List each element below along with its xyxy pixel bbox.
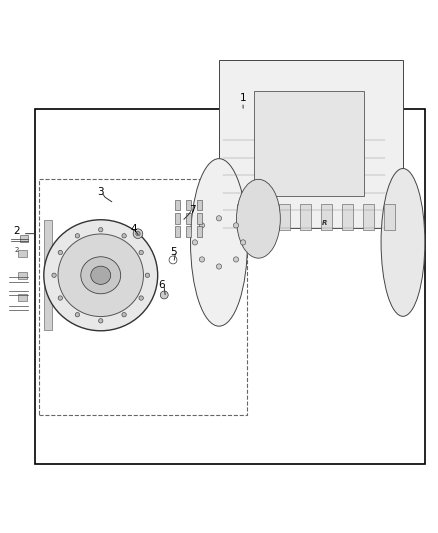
Ellipse shape [44, 220, 158, 331]
Ellipse shape [169, 256, 177, 264]
Text: 1: 1 [240, 93, 247, 103]
Text: 6: 6 [159, 280, 166, 290]
Ellipse shape [233, 257, 239, 262]
Bar [44, 220, 52, 330]
Ellipse shape [81, 257, 121, 294]
Bar [197, 226, 202, 237]
Bar [186, 200, 191, 211]
Bar [186, 213, 191, 223]
Ellipse shape [75, 233, 80, 238]
Bar [321, 204, 332, 230]
Bar [186, 226, 191, 237]
Ellipse shape [136, 231, 140, 236]
Bar [35, 109, 425, 464]
Ellipse shape [58, 296, 63, 300]
Ellipse shape [240, 240, 246, 245]
Ellipse shape [99, 228, 103, 232]
Bar [20, 235, 28, 243]
Bar [237, 204, 247, 230]
Bar [258, 204, 268, 230]
Ellipse shape [216, 264, 222, 269]
Ellipse shape [160, 291, 168, 299]
Ellipse shape [139, 251, 143, 255]
Ellipse shape [237, 179, 280, 258]
Bar [175, 200, 180, 211]
Text: 7: 7 [189, 205, 196, 215]
Text: 2: 2 [14, 247, 19, 253]
Bar [219, 60, 403, 228]
Ellipse shape [216, 216, 222, 221]
Text: 3: 3 [97, 187, 104, 197]
Bar [197, 200, 202, 211]
Bar [384, 204, 395, 230]
Ellipse shape [381, 168, 425, 316]
Ellipse shape [75, 312, 80, 317]
Ellipse shape [192, 240, 198, 245]
Ellipse shape [122, 233, 126, 238]
Ellipse shape [145, 273, 150, 278]
Ellipse shape [99, 319, 103, 323]
Bar [254, 91, 364, 197]
Text: 2: 2 [13, 227, 20, 237]
Ellipse shape [191, 159, 247, 326]
Text: 4: 4 [130, 224, 137, 235]
Bar [342, 204, 353, 230]
Bar [18, 251, 27, 257]
Bar [18, 294, 27, 301]
Bar [300, 204, 311, 230]
Ellipse shape [133, 229, 143, 238]
Bar [363, 204, 374, 230]
Bar [39, 179, 247, 415]
Bar [197, 213, 202, 223]
Ellipse shape [52, 273, 56, 278]
Bar [175, 226, 180, 237]
Text: R: R [321, 220, 327, 225]
Text: 5: 5 [170, 247, 177, 257]
Ellipse shape [233, 223, 239, 228]
Ellipse shape [58, 251, 63, 255]
Ellipse shape [199, 223, 205, 228]
Bar [279, 204, 290, 230]
Ellipse shape [91, 266, 111, 285]
Bar [18, 272, 27, 279]
Bar [175, 213, 180, 223]
Ellipse shape [122, 312, 126, 317]
Ellipse shape [139, 296, 143, 300]
Ellipse shape [58, 234, 143, 317]
Ellipse shape [199, 257, 205, 262]
